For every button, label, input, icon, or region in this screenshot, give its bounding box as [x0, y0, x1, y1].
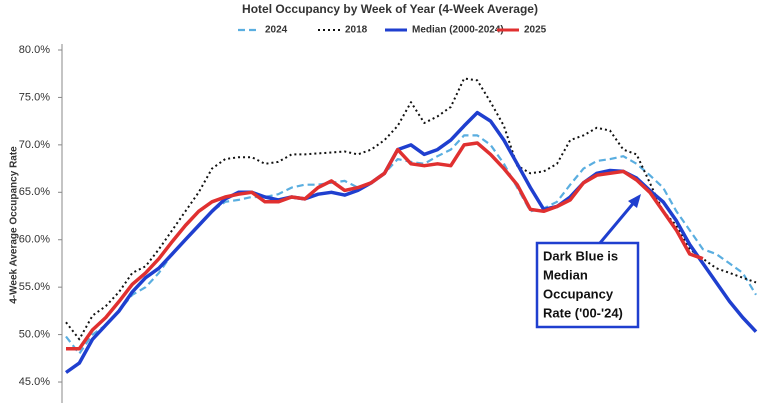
y-tick-label: 50.0%	[19, 329, 50, 341]
series-line	[65, 77, 757, 341]
annotation-text: Median	[543, 267, 588, 282]
y-tick-label: 75.0%	[19, 91, 50, 103]
legend-label: 2018	[345, 25, 368, 36]
annotation-text: Dark Blue is	[543, 248, 618, 263]
legend-label: Median (2000-2024)	[412, 25, 504, 36]
y-axis-label: 4-Week Average Occupancy Rate	[9, 146, 20, 304]
chart-title: Hotel Occupancy by Week of Year (4-Week …	[242, 2, 538, 16]
annotation-arrow	[598, 199, 638, 244]
arrow-head	[628, 194, 641, 208]
annotation-text: Rate ('00-'24)	[543, 305, 623, 320]
y-tick-label: 65.0%	[19, 186, 50, 198]
y-tick-label: 80.0%	[19, 44, 50, 56]
annotation-box	[535, 241, 640, 329]
y-tick-label: 45.0%	[19, 376, 50, 388]
annotation-text: Occupancy	[543, 286, 614, 301]
legend-label: 2025	[524, 25, 547, 36]
legend-label: 2024	[265, 25, 288, 36]
series-line	[66, 141, 704, 351]
y-tick-label: 55.0%	[19, 281, 50, 293]
annotation: Dark Blue is Median Occupancy Rate ('00-'24…	[535, 194, 641, 329]
y-tick-label: 70.0%	[19, 139, 50, 151]
y-tick-label: 60.0%	[19, 234, 50, 246]
